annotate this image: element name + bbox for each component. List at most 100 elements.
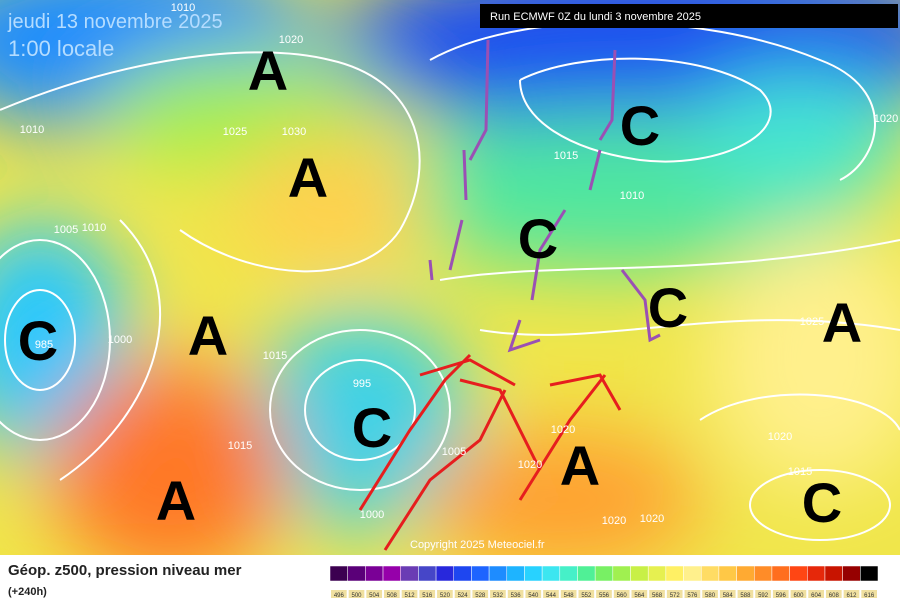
scale-swatch bbox=[400, 565, 419, 582]
scale-swatch bbox=[718, 565, 737, 582]
scale-label: 604 bbox=[811, 593, 822, 599]
color-scale: 496 500 504 508 512 516 520 524 528 532 536 540 544 5… bbox=[329, 565, 879, 599]
scale-label: 560 bbox=[617, 593, 628, 599]
scale-label-bg bbox=[861, 590, 877, 598]
scale-label-bg bbox=[631, 590, 648, 598]
scale-swatch bbox=[382, 565, 401, 582]
isobar-label: 1025 bbox=[223, 126, 247, 138]
isobar-label: 1010 bbox=[20, 124, 44, 136]
scale-swatch bbox=[506, 565, 525, 582]
scale-label-bg bbox=[543, 590, 559, 598]
trough-lines bbox=[428, 39, 661, 353]
center: C bbox=[518, 207, 558, 270]
isobar-label: 1020 bbox=[768, 431, 792, 443]
scale-label: 508 bbox=[387, 593, 398, 599]
scale-label: 572 bbox=[670, 593, 681, 599]
scale-swatch bbox=[647, 565, 667, 582]
scale-swatch bbox=[524, 565, 543, 582]
scale-label-bg bbox=[419, 590, 436, 598]
scale-label-bg bbox=[808, 590, 824, 598]
isobar-label: 1025 bbox=[800, 316, 824, 328]
isobar-label: 1015 bbox=[788, 466, 812, 478]
isobar-label: 1005 bbox=[442, 446, 466, 458]
scale-label: 608 bbox=[829, 593, 840, 599]
center: C bbox=[18, 309, 58, 372]
scale-label-bg bbox=[843, 590, 860, 598]
scale-swatch bbox=[789, 565, 808, 582]
isobar-label: 1020 bbox=[279, 34, 303, 46]
scale-label: 588 bbox=[740, 593, 751, 599]
scale-label: 616 bbox=[864, 593, 875, 599]
scale-label: 496 bbox=[334, 593, 345, 599]
scale-swatch bbox=[347, 565, 366, 582]
isobar-label: 1020 bbox=[874, 113, 898, 125]
scale-swatch bbox=[665, 565, 684, 582]
scale-label: 580 bbox=[705, 593, 716, 599]
scale-label: 500 bbox=[352, 593, 363, 599]
isobar-label: 985 bbox=[35, 339, 53, 351]
ridge-lines bbox=[358, 353, 622, 551]
scale-swatch bbox=[754, 565, 773, 582]
scale-label-bg bbox=[507, 590, 524, 598]
local-time: 1:00 locale bbox=[8, 36, 114, 61]
isobar-label: 1015 bbox=[228, 440, 252, 452]
footer-lead: (+240h) bbox=[8, 586, 47, 598]
scale-swatch bbox=[365, 565, 384, 582]
isobar-label: 1020 bbox=[602, 515, 626, 527]
scale-label-bg bbox=[366, 590, 383, 598]
valid-date: jeudi 13 novembre 2025 bbox=[7, 11, 223, 33]
scale-label-bg bbox=[454, 590, 471, 598]
scale-label: 576 bbox=[687, 593, 698, 599]
scale-label: 504 bbox=[369, 593, 380, 599]
scale-swatch bbox=[488, 565, 508, 582]
scale-label: 540 bbox=[528, 593, 539, 599]
center: C bbox=[802, 471, 842, 534]
scale-label: 544 bbox=[546, 593, 557, 599]
scale-label: 564 bbox=[634, 593, 645, 599]
scale-swatch bbox=[736, 565, 755, 582]
pressure-centers: A A A A C C C C C A A C bbox=[18, 39, 862, 534]
isobar-label: 1010 bbox=[620, 190, 644, 202]
scale-swatch bbox=[824, 565, 843, 582]
footer-title: Géop. z500, pression niveau mer bbox=[8, 562, 242, 579]
center: A bbox=[560, 434, 600, 497]
isobar-label: 1010 bbox=[171, 2, 195, 14]
scale-swatch bbox=[541, 565, 561, 582]
isobar-label: 1020 bbox=[640, 513, 664, 525]
isobar-labels: 1010 1020 1025 1030 1010 1005 1010 985 1… bbox=[20, 2, 898, 527]
scale-swatch bbox=[418, 565, 437, 582]
scale-swatch bbox=[559, 565, 578, 582]
scale-label: 584 bbox=[723, 593, 734, 599]
scale-label: 536 bbox=[511, 593, 522, 599]
scale-label-bg bbox=[666, 590, 683, 598]
scale-label-bg bbox=[384, 590, 400, 598]
scale-label-bg bbox=[649, 590, 665, 598]
scale-swatch bbox=[807, 565, 826, 582]
scale-label-bg bbox=[684, 590, 701, 598]
run-info: Run ECMWF 0Z du lundi 3 novembre 2025 bbox=[490, 11, 701, 23]
field bbox=[0, 0, 900, 555]
copyright: Copyright 2025 Meteociel.fr bbox=[410, 539, 545, 551]
isobar-label: 1020 bbox=[518, 459, 542, 471]
scale-label-bg bbox=[755, 590, 771, 598]
isobar-label: 1010 bbox=[82, 222, 106, 234]
scale-label: 532 bbox=[493, 593, 504, 599]
center: A bbox=[288, 146, 328, 209]
center: A bbox=[248, 39, 288, 102]
scale-label-bg bbox=[702, 590, 718, 598]
scale-label: 512 bbox=[405, 593, 416, 599]
center: A bbox=[822, 291, 862, 354]
isobar-label: 995 bbox=[353, 378, 371, 390]
scale-label-bg bbox=[437, 590, 453, 598]
center: A bbox=[188, 304, 228, 367]
scale-label-bg bbox=[525, 590, 542, 598]
scale-swatch bbox=[329, 565, 348, 582]
scale-swatch bbox=[471, 565, 490, 582]
scale-label: 516 bbox=[422, 593, 433, 599]
scale-label-bg bbox=[772, 590, 789, 598]
scale-swatch bbox=[453, 565, 472, 582]
isobar-label: 1015 bbox=[554, 150, 578, 162]
scale-label: 612 bbox=[846, 593, 857, 599]
scale-swatch bbox=[700, 565, 720, 582]
